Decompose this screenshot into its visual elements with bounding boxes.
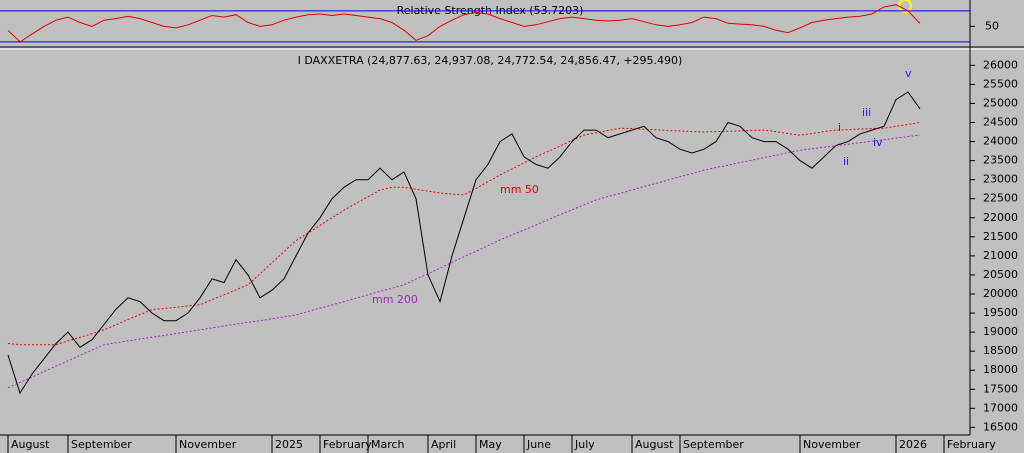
wave-label: i bbox=[838, 121, 841, 134]
x-tick-label: November bbox=[179, 438, 237, 451]
y-tick-label: 16500 bbox=[983, 420, 1018, 433]
y-tick-label: 21500 bbox=[983, 230, 1018, 243]
x-tick-label: September bbox=[683, 438, 744, 451]
y-tick-label: 21000 bbox=[983, 249, 1018, 262]
y-tick-label: 19500 bbox=[983, 306, 1018, 319]
x-tick-label: September bbox=[71, 438, 132, 451]
line-series bbox=[7, 4, 921, 43]
y-tick-label: 26000 bbox=[983, 58, 1018, 71]
y-tick-label: 23000 bbox=[983, 173, 1018, 186]
y-tick-label: 17000 bbox=[983, 401, 1018, 414]
x-tick-label: February bbox=[323, 438, 372, 451]
x-tick-label: August bbox=[11, 438, 50, 451]
x-tick-label: August bbox=[635, 438, 674, 451]
y-tick-label: 23500 bbox=[983, 154, 1018, 167]
x-tick-label: 2025 bbox=[275, 438, 303, 451]
series-label: mm 200 bbox=[372, 293, 418, 306]
series-label: mm 50 bbox=[500, 183, 539, 196]
y-tick-label: 19000 bbox=[983, 325, 1018, 338]
line-series bbox=[7, 91, 921, 395]
wave-label: v bbox=[905, 67, 912, 80]
x-tick-label: July bbox=[574, 438, 595, 451]
y-tick-label: 50 bbox=[985, 19, 999, 32]
wave-label: ii bbox=[843, 155, 849, 168]
x-tick-label: February bbox=[947, 438, 996, 451]
x-tick-label: November bbox=[803, 438, 861, 451]
wave-label: iv bbox=[873, 136, 883, 149]
wave-label: iii bbox=[862, 106, 871, 119]
y-tick-label: 24000 bbox=[983, 135, 1018, 148]
y-tick-label: 17500 bbox=[983, 382, 1018, 395]
y-tick-label: 24500 bbox=[983, 116, 1018, 129]
y-tick-label: 25500 bbox=[983, 77, 1018, 90]
line-series bbox=[7, 122, 921, 346]
x-tick-label: March bbox=[371, 438, 405, 451]
line-series bbox=[7, 134, 921, 389]
y-tick-label: 18500 bbox=[983, 344, 1018, 357]
y-tick-label: 20500 bbox=[983, 268, 1018, 281]
y-tick-label: 18000 bbox=[983, 363, 1018, 376]
y-tick-label: 25000 bbox=[983, 96, 1018, 109]
x-tick-label: May bbox=[479, 438, 502, 451]
y-tick-label: 20000 bbox=[983, 287, 1018, 300]
x-tick-label: June bbox=[526, 438, 551, 451]
price-title: I DAXXETRA (24,877.63, 24,937.08, 24,772… bbox=[298, 54, 683, 67]
y-tick-label: 22000 bbox=[983, 211, 1018, 224]
x-tick-label: 2026 bbox=[899, 438, 927, 451]
x-tick-label: April bbox=[431, 438, 456, 451]
y-tick-label: 22500 bbox=[983, 192, 1018, 205]
